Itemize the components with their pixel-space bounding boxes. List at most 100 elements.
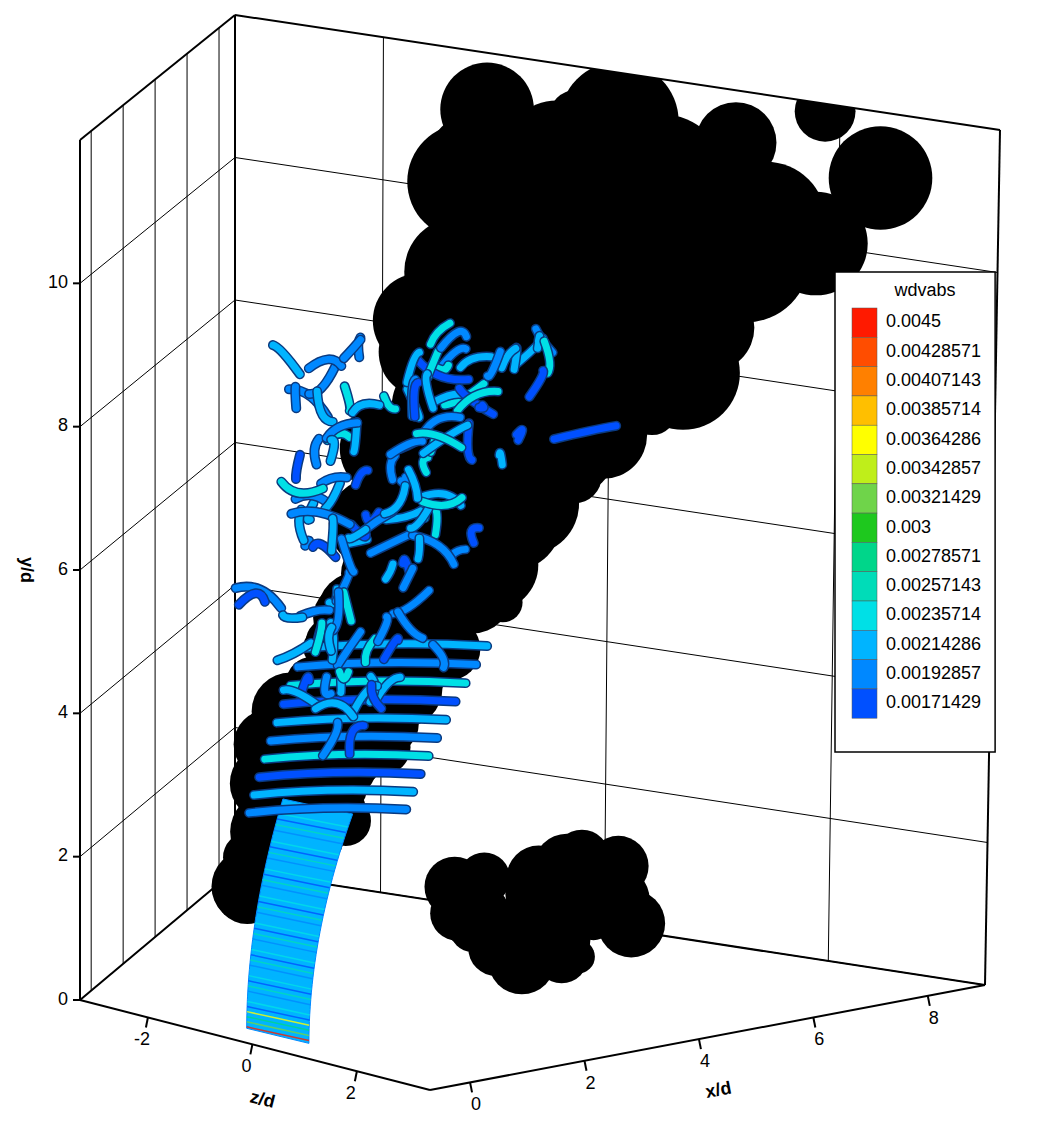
vortex-tube [249, 808, 406, 813]
vortex-tube-outline [499, 453, 502, 465]
legend-label: 0.00342857 [886, 458, 981, 478]
y-axis-title: y/d [17, 557, 37, 583]
vortex-tube-outline [283, 690, 317, 705]
axis-box [80, 15, 1000, 1090]
jet-band [264, 874, 330, 887]
jet-column [247, 799, 353, 1043]
vortex-tube [349, 530, 366, 539]
jet-band [274, 830, 342, 844]
vortex-tube-outline [371, 534, 410, 553]
vortex-tube [426, 374, 433, 408]
legend-swatch [852, 513, 877, 542]
vortex-tube [338, 632, 361, 666]
vortex-tube [529, 371, 543, 397]
vortex-tube-outline [452, 549, 465, 554]
vortex-tube-outline [386, 564, 393, 579]
z-tick [250, 1044, 252, 1054]
vortex-tube [283, 690, 317, 705]
isosurface-blob [795, 81, 856, 142]
vortex-tube-outline [344, 592, 351, 621]
vortex-tube [236, 587, 282, 609]
vortex-tube-outline [441, 331, 467, 348]
jet-band [265, 869, 331, 882]
jet-surface [247, 799, 353, 1043]
x-tick [699, 1039, 701, 1049]
vortex-tube [413, 535, 454, 564]
vortex-tube-outline [236, 587, 282, 609]
y-tick [73, 712, 80, 714]
jet-band [260, 891, 325, 904]
legend-title: wdvabs [894, 280, 956, 300]
vortex-tube [554, 426, 616, 439]
legend-swatch [852, 396, 877, 425]
vortex-tube [378, 617, 388, 641]
vortex-tube-outline [332, 518, 334, 551]
vortex-tube-outline [315, 623, 321, 652]
vortex-tube [281, 482, 323, 494]
z-tick-label: -2 [134, 1029, 150, 1049]
vortex-tube [239, 593, 265, 604]
legend-label: 0.00257143 [886, 575, 981, 595]
isosurface-blob [554, 923, 588, 957]
vortex-tube [323, 723, 338, 756]
axis-line [80, 1000, 430, 1090]
vortex-tube-outline [277, 643, 311, 660]
vortex-tube [423, 458, 428, 473]
vortex-tube-outline [338, 632, 361, 666]
vortex-tube [329, 627, 332, 651]
vortex-tube [283, 615, 303, 618]
isosurface-blob [829, 126, 933, 230]
jet-band [277, 819, 346, 833]
vortex-tube-outline [371, 685, 381, 709]
x-tick [470, 1082, 472, 1092]
legend-label: 0.00214286 [886, 634, 981, 654]
vortex-tube [408, 470, 417, 499]
jet-band [269, 852, 336, 865]
vortex-tube-outline [325, 677, 331, 695]
y-tick-label: 6 [58, 559, 68, 579]
vortex-tube [411, 509, 429, 529]
legend-label: 0.00428571 [886, 341, 981, 361]
isosurface-blob [562, 334, 612, 384]
vortex-tube [344, 340, 361, 359]
grid-line [91, 131, 92, 991]
isosurface-blob [468, 139, 527, 198]
x-tick-label: 0 [471, 1094, 481, 1114]
vortex-tube-outline [344, 340, 361, 359]
vortex-tube-outline [384, 638, 398, 659]
legend-swatch [852, 689, 877, 718]
vortex-tube [452, 549, 465, 554]
legend-label: 0.00364286 [886, 429, 981, 449]
z-tick-label: 0 [241, 1056, 251, 1076]
vortex-tube-outline [390, 441, 422, 454]
vortex-tube [418, 538, 420, 559]
z-tick [146, 1017, 148, 1027]
vortex-tube-outline [314, 439, 319, 465]
vortex-tube-outline [413, 535, 454, 564]
legend-frame [835, 272, 995, 752]
vortex-tube [433, 645, 445, 668]
vortex-tube-outline [403, 568, 413, 587]
x-tick [813, 1017, 815, 1027]
vortex-tube-outline [426, 374, 433, 408]
isosurface-blob [549, 90, 605, 146]
jet-band [259, 896, 324, 909]
legend-label: 0.00278571 [886, 546, 981, 566]
vortex-tube [479, 405, 484, 408]
vortex-tube [352, 404, 379, 413]
z-tick [355, 1071, 357, 1081]
vortex-tube-outline [356, 470, 368, 485]
vortex-tube-outline [254, 790, 413, 795]
jet-band [255, 923, 319, 936]
vortex-tube-outline [378, 617, 388, 641]
jet-band [266, 863, 332, 876]
axes: 0246810-20202468y/dz/dx/d [17, 272, 939, 1114]
vortex-tube [254, 790, 413, 795]
vortex-tube [259, 772, 420, 777]
vortex-tube-outline [281, 482, 323, 494]
legend-swatch [852, 308, 877, 337]
vortex-tube-outline [423, 498, 462, 506]
vortex-tube-outline [341, 539, 353, 572]
grid-line [219, 28, 220, 884]
vortex-tube-outline [414, 383, 418, 417]
